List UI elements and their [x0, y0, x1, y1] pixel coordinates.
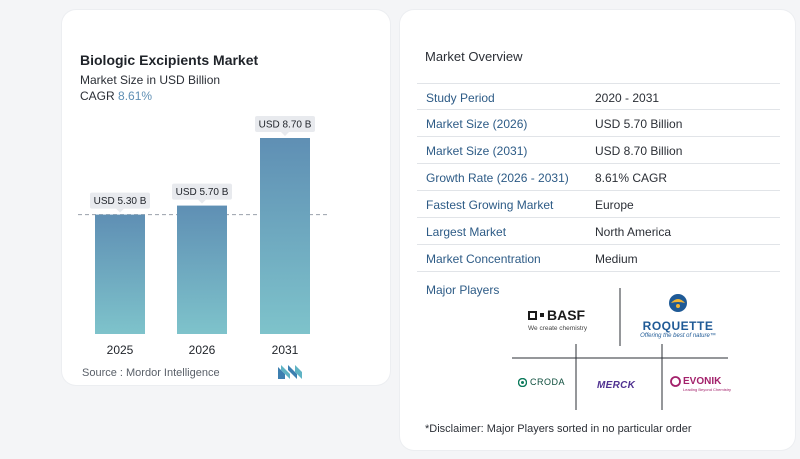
overview-row: Market Concentration Medium — [417, 245, 780, 272]
chart-subtitle: Market Size in USD Billion — [80, 73, 221, 87]
overview-row-value: Europe — [595, 198, 634, 212]
data-label-box — [90, 192, 150, 209]
overview-row: Fastest Growing Market Europe — [417, 191, 780, 218]
croda-drop-icon — [518, 377, 527, 387]
overview-row-value: 2020 - 2031 — [595, 91, 660, 105]
chart-cagr: CAGR 8.61% — [80, 89, 152, 103]
evonik-swirl-icon — [670, 376, 681, 387]
overview-row-label: Market Size (2026) — [426, 117, 528, 131]
x-tick-label: 2026 — [189, 343, 216, 357]
x-tick-label: 2025 — [107, 343, 134, 357]
x-tick-label: 2031 — [272, 343, 299, 357]
data-label: USD 5.30 B — [94, 196, 147, 207]
overview-title: Market Overview — [425, 49, 523, 64]
overview-row-value: North America — [595, 225, 672, 239]
bar-2026 — [177, 205, 227, 334]
overview-row-value: USD 5.70 Billion — [595, 117, 683, 131]
evonik-tagline: Leading Beyond Chemistry — [683, 387, 732, 392]
roquette-name: ROQUETTE — [642, 319, 714, 333]
overview-row: Market Size (2026) USD 5.70 Billion — [417, 110, 780, 137]
overview-row: Growth Rate (2026 - 2031) 8.61% CAGR — [417, 164, 780, 191]
overview-row-value: Medium — [595, 252, 638, 266]
roquette-tagline: Offering the best of nature™ — [640, 333, 716, 339]
overview-row: Market Size (2031) USD 8.70 Billion — [417, 137, 780, 164]
overview-row-label: Largest Market — [426, 225, 507, 239]
evonik-name: EVONIK — [683, 376, 722, 387]
data-label: USD 8.70 B — [259, 120, 312, 131]
croda-logo: CRODA — [518, 377, 565, 387]
data-label-box — [172, 183, 232, 200]
merck-name: MERCK — [597, 380, 636, 391]
market-overview-panel: Market Overview Study Period 2020 - 2031… — [400, 10, 795, 450]
major-players-title: Major Players — [426, 283, 500, 297]
overview-row-label: Market Size (2031) — [426, 144, 528, 158]
bar-chart: USD 5.30 B 2025 USD 5.70 B 2026 USD 8.70 B 20… — [78, 116, 328, 357]
data-label-pointer — [281, 132, 289, 136]
overview-row: Largest Market North America — [417, 218, 780, 245]
overview-row-label: Growth Rate (2026 - 2031) — [426, 171, 569, 185]
source-text: Source : Mordor Intelligence — [82, 367, 220, 379]
overview-table: Study Period 2020 - 2031 Market Size (20… — [417, 83, 780, 272]
basf-tagline: We create chemistry — [528, 325, 588, 332]
chart-title: Biologic Excipients Market — [80, 52, 259, 68]
merck-logo: MERCK — [597, 375, 635, 393]
major-players-grid — [512, 288, 728, 410]
overview-row-label: Market Concentration — [426, 252, 541, 266]
overview-row-value: 8.61% CAGR — [595, 171, 668, 185]
data-label: USD 5.70 B — [176, 187, 229, 198]
bar-2031 — [260, 138, 310, 334]
data-label-pointer — [116, 208, 124, 213]
basf-dot-icon — [540, 313, 544, 317]
bar-2025 — [95, 214, 145, 334]
disclaimer-text: *Disclaimer: Major Players sorted in no … — [425, 423, 692, 435]
data-label-pointer — [198, 199, 206, 204]
basf-name: BASF — [547, 307, 586, 323]
evonik-logo: EVONIK Leading Beyond Chemistry — [670, 376, 731, 392]
overview-row-label: Study Period — [426, 91, 495, 105]
overview-row: Study Period 2020 - 2031 — [417, 83, 780, 110]
basf-square-icon — [528, 310, 537, 320]
croda-name: CRODA — [530, 377, 566, 387]
roquette-logo: ROQUETTE Offering the best of nature™ — [636, 293, 720, 339]
overview-row-value: USD 8.70 Billion — [595, 144, 683, 158]
chart-card: Biologic Excipients Market Market Size i… — [62, 10, 390, 385]
basf-logo: BASF We create chemistry — [528, 307, 587, 332]
data-label-box — [255, 116, 315, 132]
cagr-label: CAGR — [80, 89, 115, 103]
cagr-value: 8.61% — [118, 89, 153, 103]
roquette-emblem-icon — [669, 294, 687, 312]
mordor-logo-icon — [278, 365, 302, 379]
overview-row-label: Fastest Growing Market — [426, 198, 554, 212]
